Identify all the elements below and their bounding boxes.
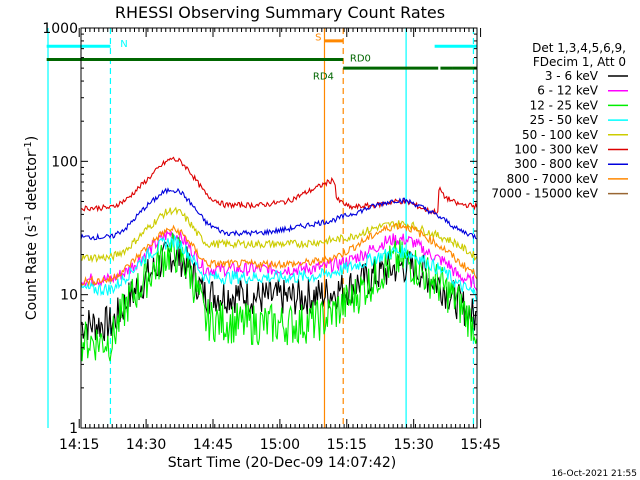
- x-tick-label: 14:45: [193, 437, 233, 453]
- legend-entry-label: 12 - 25 keV: [530, 98, 599, 112]
- x-tick-label: 14:15: [59, 437, 99, 453]
- series-line-800-7000keV: [80, 222, 478, 287]
- y-axis-label: Count Rate (s-1 detector-1): [23, 136, 40, 320]
- series-line-12-25keV: [80, 232, 478, 362]
- state-bar-label: RD0: [350, 54, 371, 65]
- legend-entry-label: 300 - 800 keV: [514, 157, 598, 171]
- timestamp: 16-Oct-2021 21:55: [552, 469, 637, 479]
- legend-entry-label: 25 - 50 keV: [530, 113, 599, 127]
- legend-header-line-2: FDecim 1, Att 0: [533, 55, 626, 69]
- x-tick-label: 15:15: [327, 437, 367, 453]
- x-tick-label: 15:30: [393, 437, 433, 453]
- series-line-6-12keV: [80, 229, 478, 291]
- series-line-50-100keV: [80, 206, 478, 264]
- y-axis: 1 10 100 1000: [42, 21, 477, 437]
- x-tick-label: 14:30: [126, 437, 166, 453]
- series-line-3-6keV: [80, 240, 477, 342]
- y-tick-label: 1000: [42, 21, 78, 37]
- legend-header-line-1: Det 1,3,4,5,6,9,: [532, 41, 626, 55]
- y-tick-label: 1: [69, 421, 78, 437]
- legend-entry-label: 50 - 100 keV: [522, 128, 599, 142]
- legend-entry-label: 100 - 300 keV: [514, 143, 598, 157]
- legend-entry-label: 7000 - 15000 keV: [491, 187, 598, 201]
- x-axis: 14:15 14:30 14:45 15:00 15:15 15:30 15:45: [59, 28, 501, 453]
- legend-entry-label: 3 - 6 keV: [545, 69, 599, 83]
- plot-frame: [80, 27, 478, 429]
- chart-title: RHESSI Observing Summary Count Rates: [115, 3, 445, 22]
- series-line-300-800keV: [80, 187, 477, 241]
- state-bar-label: S: [315, 33, 321, 44]
- x-tick-label: 15:00: [260, 437, 300, 453]
- interval-markers: [47, 28, 475, 428]
- state-bar-label: N: [120, 39, 127, 50]
- series-lines: [80, 156, 478, 362]
- y-tick-label: 100: [51, 154, 78, 170]
- state-bars: N S RD0 RD4: [46, 33, 477, 83]
- series-line-25-50keV: [80, 234, 478, 302]
- legend: Det 1,3,4,5,6,9, FDecim 1, Att 0 3 - 6 k…: [491, 41, 628, 201]
- legend-entry-label: 800 - 7000 keV: [507, 172, 599, 186]
- x-axis-label: Start Time (20-Dec-09 14:07:42): [168, 455, 396, 471]
- y-tick-label: 10: [60, 288, 78, 304]
- state-bar-label: RD4: [313, 72, 334, 83]
- legend-entry-label: 6 - 12 keV: [537, 84, 599, 98]
- x-tick-label: 15:45: [460, 437, 500, 453]
